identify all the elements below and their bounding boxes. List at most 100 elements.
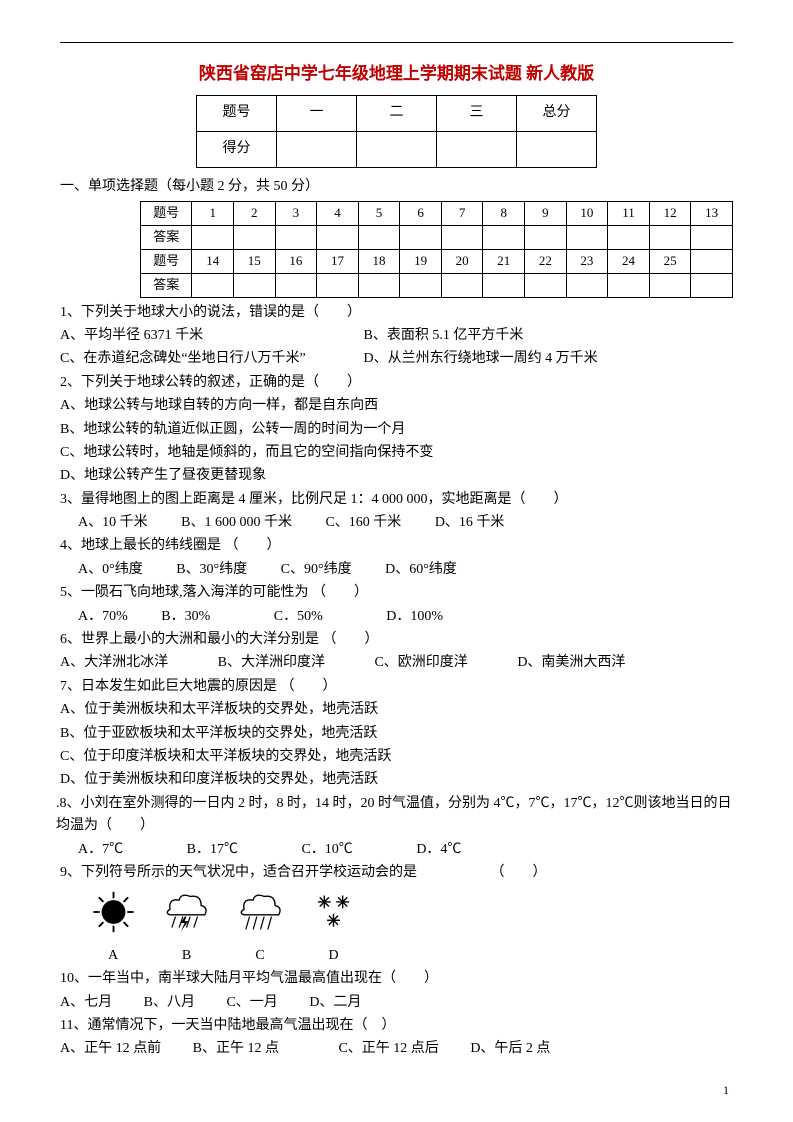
question-stem: 6、世界上最小的大洲和最小的大洋分别是 （ ） (60, 629, 733, 651)
table-row: 答案 (141, 273, 733, 297)
option-d: D、南美洲大西洋 (517, 655, 625, 670)
option-a: A、位于美洲板块和太平洋板块的交界处，地壳活跃 (60, 699, 733, 721)
answer-table: 题号 1 2 3 4 5 6 7 8 9 10 11 12 13 答案 题号 1… (140, 201, 733, 298)
cell: 12 (649, 201, 691, 225)
cell: 23 (566, 249, 608, 273)
cell (525, 225, 567, 249)
option-d: D、从兰州东行绕地球一周约 4 万千米 (364, 351, 598, 366)
page-number: 1 (723, 1081, 729, 1100)
cell (317, 273, 359, 297)
option-a: A．7℃ (78, 839, 123, 861)
rain-icon (225, 888, 295, 944)
question-options: C、在赤道纪念碑处“坐地日行八万千米” D、从兰州东行绕地球一周约 4 万千米 (60, 348, 733, 370)
question-stem: 3、量得地图上的图上距离是 4 厘米，比例尺足 1：4 000 000，实地距离… (60, 489, 733, 511)
score-cell: 得分 (197, 132, 277, 168)
weather-icons (78, 888, 733, 944)
cell: 19 (400, 249, 442, 273)
cell (608, 273, 650, 297)
cell (483, 225, 525, 249)
option-c: C、地球公转时，地轴是倾斜的，而且它的空间指向保持不变 (60, 442, 733, 464)
option-a: A、0°纬度 (78, 559, 143, 581)
question-stem: 11、通常情况下，一天当中陆地最高气温出现在（ ） (60, 1015, 733, 1037)
cell (234, 225, 276, 249)
cell: 15 (234, 249, 276, 273)
option-c: C、一月 (226, 995, 277, 1010)
option-d: D、16 千米 (435, 512, 505, 534)
weather-labels: A B C D (78, 945, 733, 967)
cell (649, 225, 691, 249)
section-heading: 一、单项选择题（每小题 2 分，共 50 分） (60, 176, 733, 198)
question-stem: .8、小刘在室外测得的一日内 2 时，8 时，14 时，20 时气温值，分别为 … (56, 793, 733, 838)
question-stem: 1、下列关于地球大小的说法，错误的是（ ） (60, 302, 733, 324)
score-table: 题号 一 二 三 总分 得分 (196, 95, 597, 168)
cell: 11 (608, 201, 650, 225)
option-b: B、位于亚欧板块和太平洋板块的交界处，地壳活跃 (60, 723, 733, 745)
question-stem: 5、一陨石飞向地球,落入海洋的可能性为 （ ） (60, 582, 733, 604)
score-cell: 三 (437, 96, 517, 132)
cell: 14 (192, 249, 234, 273)
cell: 7 (441, 201, 483, 225)
cell (691, 273, 733, 297)
cell (192, 225, 234, 249)
option-b: B、正午 12 点 (193, 1041, 279, 1056)
option-c: C、欧洲印度洋 (374, 655, 467, 670)
option-d: D、地球公转产生了昼夜更替现象 (60, 465, 733, 487)
option-c: C．10℃ (301, 839, 352, 861)
cell: 9 (525, 201, 567, 225)
cell (317, 225, 359, 249)
cell (192, 273, 234, 297)
option-d: D、二月 (309, 995, 361, 1010)
question-options: A、七月 B、八月 C、一月 D、二月 (60, 992, 733, 1014)
cell: 答案 (141, 225, 192, 249)
cell: 题号 (141, 249, 192, 273)
option-b: B、1 600 000 千米 (181, 512, 292, 534)
question-options: A、正午 12 点前 B、正午 12 点 C、正午 12 点后 D、午后 2 点 (60, 1038, 733, 1060)
cell (441, 225, 483, 249)
cell (358, 225, 400, 249)
question-options: A、10 千米 B、1 600 000 千米 C、160 千米 D、16 千米 (78, 512, 733, 534)
score-cell (517, 132, 597, 168)
score-cell: 总分 (517, 96, 597, 132)
cell: 6 (400, 201, 442, 225)
option-b: B、表面积 5.1 亿平方千米 (364, 328, 524, 343)
cell (691, 225, 733, 249)
option-d: D、午后 2 点 (470, 1041, 550, 1056)
question-stem: 10、一年当中，南半球大陆月平均气温最高值出现在（ ） (60, 968, 733, 990)
cell (691, 249, 733, 273)
option-a: A、七月 (60, 995, 112, 1010)
thunderstorm-icon (152, 888, 222, 944)
cell: 3 (275, 201, 317, 225)
option-d: D．4℃ (416, 839, 461, 861)
sunny-icon (78, 888, 148, 944)
option-a: A、平均半径 6371 千米 (60, 325, 360, 347)
table-row: 得分 (197, 132, 597, 168)
cell (483, 273, 525, 297)
cell (608, 225, 650, 249)
cell: 22 (525, 249, 567, 273)
label-a: A (78, 945, 148, 967)
score-cell (277, 132, 357, 168)
option-b: B．17℃ (187, 839, 238, 861)
cell (400, 225, 442, 249)
option-a: A．70% (78, 606, 128, 628)
option-c: C．50% (274, 606, 323, 628)
page-title: 陕西省窑店中学七年级地理上学期期末试题 新人教版 (60, 60, 733, 87)
option-d: D．100% (386, 606, 443, 628)
option-c: C、在赤道纪念碑处“坐地日行八万千米” (60, 348, 360, 370)
cell (566, 273, 608, 297)
question-options: A．7℃ B．17℃ C．10℃ D．4℃ (78, 839, 733, 861)
cell (441, 273, 483, 297)
score-cell: 一 (277, 96, 357, 132)
cell (275, 273, 317, 297)
cell: 10 (566, 201, 608, 225)
score-cell (437, 132, 517, 168)
cell: 16 (275, 249, 317, 273)
cell: 4 (317, 201, 359, 225)
option-a: A、正午 12 点前 (60, 1041, 161, 1056)
table-row: 题号 一 二 三 总分 (197, 96, 597, 132)
cell (566, 225, 608, 249)
cell: 24 (608, 249, 650, 273)
table-row: 题号 14 15 16 17 18 19 20 21 22 23 24 25 (141, 249, 733, 273)
cell: 13 (691, 201, 733, 225)
option-b: B、大洋洲印度洋 (218, 655, 325, 670)
